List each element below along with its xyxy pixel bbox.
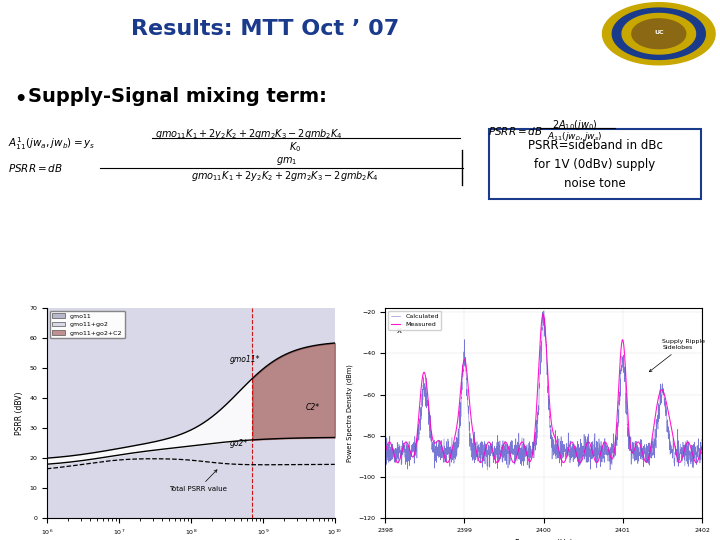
X-axis label: Frequency (Hz): Frequency (Hz)	[515, 539, 572, 540]
Line: Measured: Measured	[385, 314, 702, 463]
Measured	[526, 457, 535, 464]
Text: Supply-Signal mixing term:: Supply-Signal mixing term:	[28, 87, 327, 106]
Polygon shape	[612, 8, 706, 59]
Measured	[631, 444, 639, 451]
Text: $gmo_{11}K_1 + 2y_2K_2 + 2gm_2K_3 - 2gmb_2K_4$: $gmo_{11}K_1 + 2y_2K_2 + 2gm_2K_3 - 2gmb…	[155, 127, 343, 141]
Text: $gmo_{11}K_1 + 2y_2K_2 + 2gm_2K_3 - 2gmb_2K_4$: $gmo_{11}K_1 + 2y_2K_2 + 2gm_2K_3 - 2gmb…	[191, 170, 379, 184]
Y-axis label: PSRR (dBV): PSRR (dBV)	[14, 392, 24, 435]
Text: •: •	[14, 91, 27, 110]
Calculated	[631, 440, 639, 447]
Calculated	[483, 467, 492, 473]
Text: Results: MTT Oct ’ 07: Results: MTT Oct ’ 07	[131, 19, 399, 39]
Text: $A^1_{11}(jw_a, jw_b) = y_s$: $A^1_{11}(jw_a, jw_b) = y_s$	[8, 136, 96, 152]
Calculated	[698, 436, 706, 442]
Calculated	[688, 453, 697, 460]
Measured	[576, 460, 585, 466]
Polygon shape	[632, 19, 685, 49]
Polygon shape	[603, 3, 715, 65]
Legend: gmo11, gmo11+go2, gmo11+go2+C2: gmo11, gmo11+go2, gmo11+go2+C2	[50, 311, 125, 338]
Calculated	[539, 308, 548, 314]
Measured	[698, 443, 706, 450]
Text: $K_0$: $K_0$	[289, 140, 301, 154]
Legend: Calculated, Measured: Calculated, Measured	[388, 311, 441, 330]
Measured	[381, 449, 390, 456]
Text: $A_{11}(jw_0, jw_s)$: $A_{11}(jw_0, jw_s)$	[547, 131, 603, 144]
Y-axis label: Power Spectra Density (dBm): Power Spectra Density (dBm)	[346, 364, 353, 462]
Measured	[397, 451, 405, 457]
Measured	[539, 311, 547, 318]
FancyBboxPatch shape	[489, 130, 701, 199]
Text: UC: UC	[654, 30, 664, 35]
Text: $PSRR = dB$: $PSRR = dB$	[488, 125, 543, 138]
Measured	[535, 354, 544, 361]
Text: Supply Ripple
Sidelobes: Supply Ripple Sidelobes	[649, 339, 706, 372]
Text: Total PSRR value: Total PSRR value	[169, 470, 227, 492]
Text: $gm_1$: $gm_1$	[276, 156, 297, 167]
Text: $2A_{10}(jw_0)$: $2A_{10}(jw_0)$	[552, 118, 598, 132]
Text: C2*: C2*	[306, 403, 320, 412]
Text: go2*: go2*	[230, 439, 248, 448]
Measured	[689, 453, 698, 460]
Text: PSRR=sideband in dBc
for 1V (0dBv) supply
noise tone: PSRR=sideband in dBc for 1V (0dBv) suppl…	[528, 139, 662, 190]
Text: $PSRR = dB$: $PSRR = dB$	[8, 163, 63, 174]
Text: gmo11*: gmo11*	[230, 355, 261, 364]
Calculated	[397, 450, 405, 456]
Calculated	[689, 444, 698, 450]
Measured	[688, 453, 697, 459]
Calculated	[381, 458, 390, 464]
Polygon shape	[622, 14, 696, 54]
Text: x: x	[397, 326, 402, 335]
Calculated	[535, 385, 544, 392]
Calculated	[527, 446, 536, 452]
Line: Calculated: Calculated	[385, 311, 702, 470]
